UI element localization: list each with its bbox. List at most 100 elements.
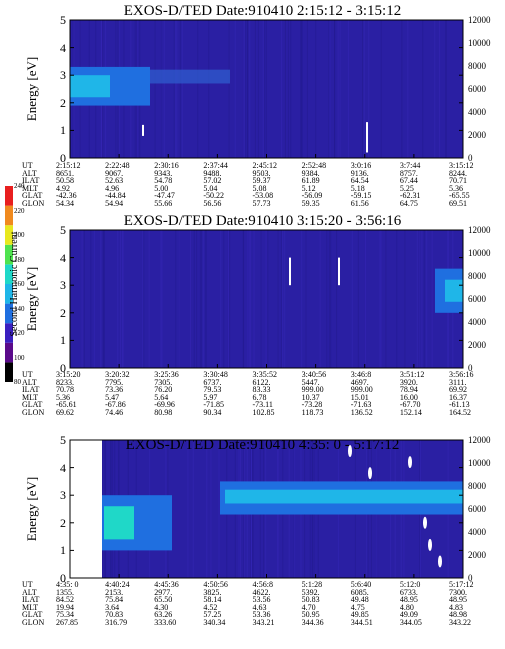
panel-3-table-rowlabel: GLON	[22, 617, 45, 627]
panel-1-table-cell: 9384.	[301, 168, 320, 178]
panel-2-streak	[426, 230, 428, 368]
panel-1-streak	[337, 20, 339, 158]
panel-2-table-cell: 3:20:32	[105, 370, 130, 379]
panel-1-table-cell: 5.25	[399, 183, 414, 193]
panel-1-streak	[262, 20, 264, 158]
panel-3-table-cell: 48.95	[449, 595, 467, 604]
panel-3-datagap	[70, 440, 102, 578]
panel-2-table-cell: 8233.	[56, 377, 74, 387]
panel-3-ytick-label: 3	[60, 488, 66, 503]
panel-2-table-cell: -73.28	[301, 400, 323, 409]
panel-2-streak	[202, 230, 204, 368]
panel-2-streak	[247, 230, 249, 368]
panel-3-table-cell: 7300.	[449, 587, 467, 597]
panel-1-table-cell: 70.71	[449, 176, 467, 185]
panel-2-y2tick-label: 2000	[468, 340, 486, 350]
panel-1-streak	[300, 20, 302, 158]
panel-2-streak	[280, 230, 282, 368]
panel-2-table-cell: 74.46	[105, 407, 124, 417]
panel-2-table-cell: 5.47	[105, 392, 120, 402]
panel-1-table-cell: 3:15:12	[449, 161, 474, 170]
panel-2-streak	[243, 230, 245, 368]
panel-1-table-cell: 69.51	[449, 198, 467, 208]
panel-2-streak	[421, 230, 423, 368]
panel-2-table-cell: 16.00	[399, 392, 418, 402]
panel-3-table-cell: 49.48	[350, 595, 369, 604]
panel-3-table-cell: 3.64	[105, 602, 120, 612]
panel-1-streak	[339, 20, 341, 158]
panel-1-table-cell: 9488.	[203, 168, 222, 178]
panel-1-table-cell: 2:37:44	[203, 161, 228, 170]
colorbar-segment	[5, 264, 13, 284]
panel-1-table-cell: 52.63	[105, 176, 124, 185]
panel-1-streak	[176, 20, 178, 158]
panel-2-streak	[385, 230, 387, 368]
panel-1-ytick-label: 5	[60, 13, 66, 27]
panel-2-streak	[190, 230, 192, 368]
panel-2-table-cell: 83.33	[252, 385, 271, 394]
panel-2-table-cell: 999.00	[301, 385, 324, 394]
panel-2-table-cell: 5.64	[154, 392, 169, 402]
panel-3-table-cell: 4.30	[154, 602, 169, 612]
panel-1-streak	[290, 20, 292, 158]
panel-1-streak	[254, 20, 256, 158]
panel-2-streak	[223, 230, 225, 368]
panel-3-table-cell: 84.52	[56, 595, 74, 604]
panel-3-table-cell: 75.34	[56, 610, 74, 619]
panel-2-y2tick-label: 4000	[468, 317, 486, 327]
panel-1-streak	[242, 20, 244, 158]
panel-1-table-cell: 55.66	[154, 198, 173, 208]
panel-1-table-cell: 64.54	[350, 176, 369, 185]
panel-1-streak	[163, 20, 165, 158]
panel-1-streak	[208, 20, 210, 158]
panel-3-blob	[423, 516, 427, 529]
panel-1-table-cell: 2:45:12	[252, 161, 277, 170]
colorbar-tick-label: 100	[14, 353, 25, 362]
panel-2-streak	[81, 230, 83, 368]
panel-1-table-cell: 59.37	[252, 176, 271, 185]
panel-2-table-cell: -69.96	[154, 400, 175, 409]
panel-1-table-cell: 64.75	[399, 198, 418, 208]
panel-1-table-cell: -44.84	[105, 191, 126, 200]
panel-1-table-cell: 5.08	[252, 183, 267, 193]
panel-2-y2tick-label: 6000	[468, 294, 486, 304]
panel-3-table-cell: 5392.	[301, 587, 320, 597]
panel-3-table-cell: 4.63	[252, 602, 267, 612]
panel-1-streak	[234, 20, 236, 158]
panel-1-table-cell: 9136.	[350, 168, 369, 178]
panel-1-streak	[300, 20, 302, 158]
panel-1-ytick-label: 0	[60, 151, 66, 165]
panel-3-table-cell: 4.70	[301, 602, 316, 612]
panel-2-table-cell: 3:51:12	[399, 370, 425, 379]
panel-2-table-rowlabel: GLAT	[22, 400, 43, 409]
panel-2-streak	[121, 230, 123, 368]
panel-2-streak	[161, 230, 163, 368]
panel-1-streak	[154, 20, 156, 158]
panel-2-streak	[416, 230, 418, 368]
panel-2-ytick-label: 2	[60, 305, 66, 320]
panel-2-streak	[250, 230, 252, 368]
panel-2-table-cell: 78.94	[399, 385, 418, 394]
panel-1-band-core	[70, 75, 110, 98]
panel-2-band-core	[445, 279, 463, 302]
panel-3-title: EXOS-D/TED Date:910410 4:35: 0 - 5:17:12	[125, 437, 400, 453]
panel-1-table-cell: -56.09	[301, 191, 323, 200]
panel-2-y2tick-label: 10000	[468, 248, 491, 258]
panel-1-streak	[284, 20, 286, 158]
panel-1-table-cell: 9343.	[154, 168, 173, 178]
panel-1-table-cell: -47.47	[154, 191, 175, 200]
panel-1-ytick-label: 4	[60, 40, 66, 55]
panel-1-table-rowlabel: MLT	[22, 183, 39, 193]
panel-1-streak	[174, 20, 176, 158]
panel-1-table-cell: 8651.	[56, 168, 74, 178]
panel-2-table-cell: 6.78	[252, 392, 267, 402]
panel-3-ytick-label: 5	[60, 433, 66, 447]
panel-3-table-cell: 5:1:28	[301, 580, 323, 589]
panel-2-streak	[418, 230, 420, 368]
panel-2-table-cell: 70.78	[56, 385, 74, 394]
panel-2-streak	[249, 230, 251, 368]
panel-1-table-cell: 61.89	[301, 176, 320, 185]
panel-1-streak	[287, 20, 289, 158]
panel-1-table-cell: 54.34	[56, 198, 74, 208]
